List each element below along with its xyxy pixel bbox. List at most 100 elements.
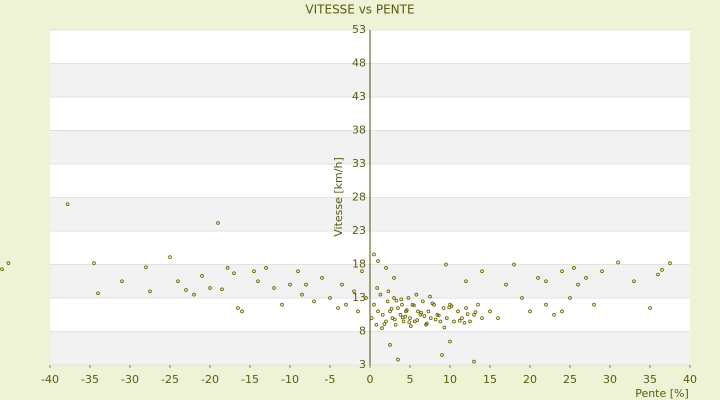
x-tick-label: -40 (41, 373, 59, 386)
y-tick-label: 38 (352, 124, 366, 137)
point (304, 282, 308, 287)
point (369, 316, 374, 320)
chart-title: VITESSE vs PENTE (305, 3, 414, 17)
point (385, 299, 390, 304)
point (520, 296, 524, 300)
point (436, 313, 441, 318)
y-tick-label: 43 (352, 90, 366, 103)
y-tick-label: 3 (359, 358, 366, 371)
point (236, 306, 240, 310)
x-tick-label: 30 (603, 373, 617, 386)
point (632, 279, 636, 284)
point (392, 317, 397, 322)
point (416, 309, 420, 314)
point (476, 302, 480, 307)
point (376, 309, 380, 314)
point (360, 269, 364, 274)
y-tick-label: 18 (352, 258, 366, 271)
point (480, 316, 484, 320)
point (660, 268, 664, 272)
y-tick-label: 33 (352, 157, 366, 170)
point (668, 261, 672, 266)
point (384, 319, 388, 324)
point (272, 286, 276, 290)
x-tick-label: -10 (281, 373, 299, 386)
point (648, 306, 652, 310)
point (120, 279, 124, 284)
point (552, 312, 556, 317)
point (544, 302, 548, 307)
point (396, 306, 400, 310)
x-tick-label: 0 (367, 373, 374, 386)
point (344, 302, 348, 307)
point (419, 310, 424, 315)
x-tick-label: -30 (121, 373, 139, 386)
point (430, 301, 435, 306)
point (192, 292, 196, 297)
x-tick-label: 25 (563, 373, 577, 386)
x-tick-label: 10 (443, 373, 457, 386)
point (389, 306, 394, 311)
point (393, 322, 398, 327)
point (6, 261, 11, 266)
point (216, 221, 220, 225)
point (528, 309, 532, 314)
x-tick-label: -35 (81, 373, 99, 386)
point (320, 276, 324, 280)
point (444, 262, 448, 267)
point (473, 310, 478, 314)
y-tick-label: 8 (359, 325, 366, 338)
point (372, 302, 376, 307)
point (480, 269, 484, 274)
point (0, 267, 4, 272)
point (378, 292, 383, 297)
x-tick-label: 5 (407, 373, 414, 386)
point (280, 302, 284, 307)
point (504, 282, 508, 287)
point (440, 353, 444, 357)
point (560, 309, 564, 314)
point (457, 318, 462, 323)
point (392, 296, 396, 300)
point (394, 298, 399, 303)
point (372, 252, 376, 257)
point (576, 282, 580, 287)
point (168, 255, 172, 259)
point (352, 289, 356, 294)
point (384, 266, 388, 270)
point (468, 319, 472, 324)
point (232, 271, 236, 276)
point (400, 315, 405, 320)
point (364, 296, 368, 300)
point (296, 269, 300, 274)
x-tick-label: -5 (325, 373, 336, 386)
point (312, 299, 316, 304)
point (376, 259, 380, 263)
point (438, 319, 443, 324)
x-tick-label: -15 (241, 373, 259, 386)
x-tick-label: -20 (201, 373, 219, 386)
x-tick-label: 35 (643, 373, 657, 386)
point (328, 296, 332, 300)
point (496, 316, 500, 320)
point (336, 306, 340, 310)
point (464, 279, 468, 284)
point (65, 202, 70, 207)
point (184, 288, 188, 292)
point (512, 262, 516, 267)
point (208, 286, 212, 290)
point (462, 320, 467, 325)
point (400, 302, 404, 307)
point (382, 322, 387, 326)
point (568, 296, 572, 300)
point (600, 269, 604, 274)
point (584, 276, 588, 280)
point (148, 289, 152, 294)
point (420, 299, 425, 304)
point (404, 308, 409, 312)
point (456, 309, 460, 314)
point (544, 279, 548, 284)
point (264, 266, 268, 270)
point (414, 292, 419, 297)
point (399, 297, 404, 302)
